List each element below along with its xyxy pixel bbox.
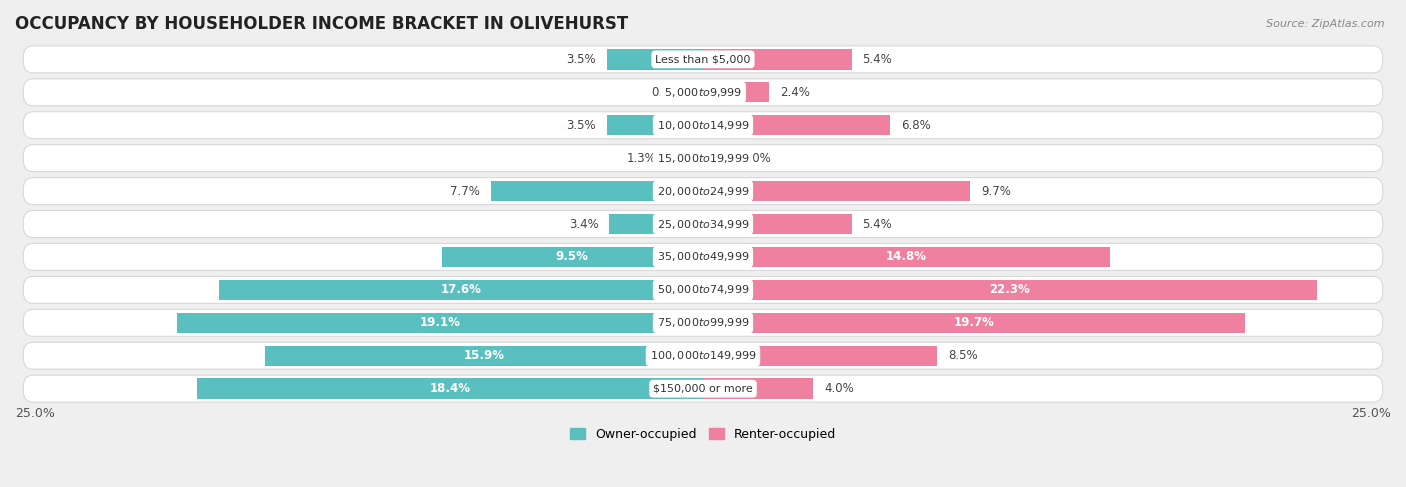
Bar [177,313,703,333]
Text: 19.7%: 19.7% [953,317,994,329]
Text: 2.4%: 2.4% [780,86,810,99]
Bar [609,214,703,234]
Bar [606,49,703,70]
Bar [606,115,703,135]
Text: $75,000 to $99,999: $75,000 to $99,999 [657,317,749,329]
Text: $10,000 to $14,999: $10,000 to $14,999 [657,119,749,131]
Text: 18.4%: 18.4% [429,382,471,395]
Bar [703,378,813,399]
Text: OCCUPANCY BY HOUSEHOLDER INCOME BRACKET IN OLIVEHURST: OCCUPANCY BY HOUSEHOLDER INCOME BRACKET … [15,15,628,33]
Text: 9.5%: 9.5% [555,250,589,263]
Bar [441,247,703,267]
FancyBboxPatch shape [24,375,1382,402]
FancyBboxPatch shape [24,46,1382,73]
Bar [703,346,936,366]
Bar [703,181,970,201]
Text: $50,000 to $74,999: $50,000 to $74,999 [657,283,749,297]
Text: 1.0%: 1.0% [741,151,772,165]
FancyBboxPatch shape [24,79,1382,106]
Text: $150,000 or more: $150,000 or more [654,384,752,393]
Bar [703,313,1246,333]
Text: 15.9%: 15.9% [464,349,505,362]
Text: 0.11%: 0.11% [652,86,689,99]
Bar [703,49,852,70]
Bar [668,148,703,169]
FancyBboxPatch shape [24,178,1382,205]
Bar [703,82,769,102]
Text: 8.5%: 8.5% [948,349,977,362]
FancyBboxPatch shape [24,145,1382,171]
Bar [700,82,703,102]
Text: $25,000 to $34,999: $25,000 to $34,999 [657,218,749,230]
Text: 6.8%: 6.8% [901,119,931,131]
Text: $100,000 to $149,999: $100,000 to $149,999 [650,349,756,362]
Text: $20,000 to $24,999: $20,000 to $24,999 [657,185,749,198]
Bar [219,280,703,300]
Text: 7.7%: 7.7% [450,185,479,198]
Text: 3.4%: 3.4% [568,218,599,230]
Text: 3.5%: 3.5% [567,53,596,66]
FancyBboxPatch shape [24,277,1382,303]
Text: 9.7%: 9.7% [981,185,1011,198]
Bar [703,247,1111,267]
Bar [703,115,890,135]
Text: 4.0%: 4.0% [824,382,853,395]
FancyBboxPatch shape [24,210,1382,238]
Text: 22.3%: 22.3% [990,283,1031,297]
Text: 25.0%: 25.0% [1351,407,1391,420]
Text: Less than $5,000: Less than $5,000 [655,55,751,64]
Bar [197,378,703,399]
Bar [703,280,1316,300]
Text: 25.0%: 25.0% [15,407,55,420]
Text: $35,000 to $49,999: $35,000 to $49,999 [657,250,749,263]
Legend: Owner-occupied, Renter-occupied: Owner-occupied, Renter-occupied [565,423,841,446]
Text: 3.5%: 3.5% [567,119,596,131]
Text: 19.1%: 19.1% [420,317,461,329]
Bar [703,148,731,169]
FancyBboxPatch shape [24,342,1382,369]
Text: $5,000 to $9,999: $5,000 to $9,999 [664,86,742,99]
Text: 5.4%: 5.4% [863,218,893,230]
Bar [266,346,703,366]
Text: 14.8%: 14.8% [886,250,927,263]
Text: Source: ZipAtlas.com: Source: ZipAtlas.com [1267,19,1385,30]
Text: 1.3%: 1.3% [627,151,657,165]
Text: 5.4%: 5.4% [863,53,893,66]
FancyBboxPatch shape [24,309,1382,337]
FancyBboxPatch shape [24,112,1382,139]
Text: 17.6%: 17.6% [440,283,481,297]
FancyBboxPatch shape [24,244,1382,270]
Bar [491,181,703,201]
Text: $15,000 to $19,999: $15,000 to $19,999 [657,151,749,165]
Bar [703,214,852,234]
